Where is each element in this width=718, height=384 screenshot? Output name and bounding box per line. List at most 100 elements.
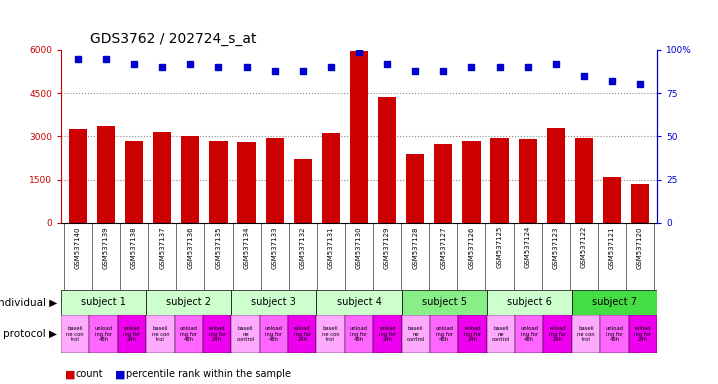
Text: GSM537123: GSM537123 [553,226,559,268]
Text: unload
ing for
48h: unload ing for 48h [95,326,113,342]
Text: subject 7: subject 7 [592,297,637,308]
Bar [544,315,572,353]
Text: GSM537136: GSM537136 [187,226,193,269]
Text: subject 6: subject 6 [507,297,551,308]
Text: reload
ing for
24h: reload ing for 24h [208,326,225,342]
Text: subject 2: subject 2 [167,297,211,308]
Bar [146,315,174,353]
Bar [572,290,657,315]
Bar [378,98,396,223]
Bar [125,141,144,223]
Text: reload
ing for
24h: reload ing for 24h [123,326,141,342]
Bar [118,315,146,353]
Bar [203,315,231,353]
Text: percentile rank within the sample: percentile rank within the sample [126,369,291,379]
Bar [515,315,544,353]
Text: unload
ing for
48h: unload ing for 48h [435,326,453,342]
Bar [61,290,146,315]
Text: GSM537140: GSM537140 [75,226,81,268]
Text: subject 5: subject 5 [421,297,467,308]
Bar [490,138,508,223]
Bar [317,315,345,353]
Bar [322,134,340,223]
Bar [458,315,487,353]
Text: baseli
ne
control: baseli ne control [492,326,510,342]
Bar [260,315,288,353]
Bar [174,315,203,353]
Text: GSM537125: GSM537125 [497,226,503,268]
Bar [487,290,572,315]
Bar [546,128,565,223]
Text: unload
ing for
48h: unload ing for 48h [521,326,538,342]
Bar [373,315,401,353]
Bar [231,290,317,315]
Bar [406,154,424,223]
Bar [97,126,115,223]
Text: GSM537128: GSM537128 [412,226,418,268]
Bar [210,141,228,223]
Bar [146,290,231,315]
Text: protocol ▶: protocol ▶ [4,329,57,339]
Bar [317,290,401,315]
Text: GSM537129: GSM537129 [384,226,390,268]
Text: count: count [75,369,103,379]
Bar [600,315,628,353]
Text: baseli
ne
control: baseli ne control [406,326,425,342]
Text: unload
ing for
48h: unload ing for 48h [180,326,197,342]
Bar [181,136,200,223]
Bar [153,132,172,223]
Bar [345,315,373,353]
Text: GSM537121: GSM537121 [609,226,615,268]
Text: individual ▶: individual ▶ [0,297,57,308]
Text: reload
ing for
24h: reload ing for 24h [634,326,651,342]
Bar [231,315,260,353]
Bar [61,315,90,353]
Bar [518,139,537,223]
Text: GSM537137: GSM537137 [159,226,165,269]
Bar [631,184,649,223]
Text: GSM537122: GSM537122 [581,226,587,268]
Text: subject 1: subject 1 [81,297,126,308]
Text: baseli
ne con
trol: baseli ne con trol [151,326,169,342]
Bar [401,315,430,353]
Text: reload
ing for
24h: reload ing for 24h [294,326,311,342]
Bar [350,51,368,223]
Text: GDS3762 / 202724_s_at: GDS3762 / 202724_s_at [90,32,256,46]
Text: unload
ing for
48h: unload ing for 48h [350,326,368,342]
Text: reload
ing for
24h: reload ing for 24h [379,326,396,342]
Text: GSM537132: GSM537132 [300,226,306,268]
Bar [294,159,312,223]
Bar [603,177,621,223]
Text: GSM537133: GSM537133 [271,226,278,269]
Bar [288,315,317,353]
Bar [69,129,87,223]
Text: reload
ing for
24h: reload ing for 24h [549,326,567,342]
Bar [238,142,256,223]
Text: baseli
ne
control: baseli ne control [236,326,255,342]
Bar [572,315,600,353]
Bar [462,141,480,223]
Text: GSM537124: GSM537124 [525,226,531,268]
Text: GSM537134: GSM537134 [243,226,250,268]
Bar [434,144,452,223]
Text: ■: ■ [65,369,75,379]
Text: GSM537126: GSM537126 [468,226,475,268]
Text: baseli
ne con
trol: baseli ne con trol [66,326,84,342]
Text: GSM537139: GSM537139 [103,226,109,269]
Text: GSM537138: GSM537138 [131,226,137,269]
Text: GSM537131: GSM537131 [328,226,334,269]
Text: baseli
ne con
trol: baseli ne con trol [322,326,340,342]
Text: subject 3: subject 3 [251,297,297,308]
Text: reload
ing for
24h: reload ing for 24h [464,326,481,342]
Bar [401,290,487,315]
Text: unload
ing for
48h: unload ing for 48h [605,326,623,342]
Bar [90,315,118,353]
Text: ■: ■ [115,369,126,379]
Text: GSM537127: GSM537127 [440,226,447,268]
Text: GSM537120: GSM537120 [637,226,643,268]
Text: subject 4: subject 4 [337,297,381,308]
Text: GSM537130: GSM537130 [356,226,362,269]
Bar [430,315,458,353]
Text: GSM537135: GSM537135 [215,226,221,268]
Bar [574,138,593,223]
